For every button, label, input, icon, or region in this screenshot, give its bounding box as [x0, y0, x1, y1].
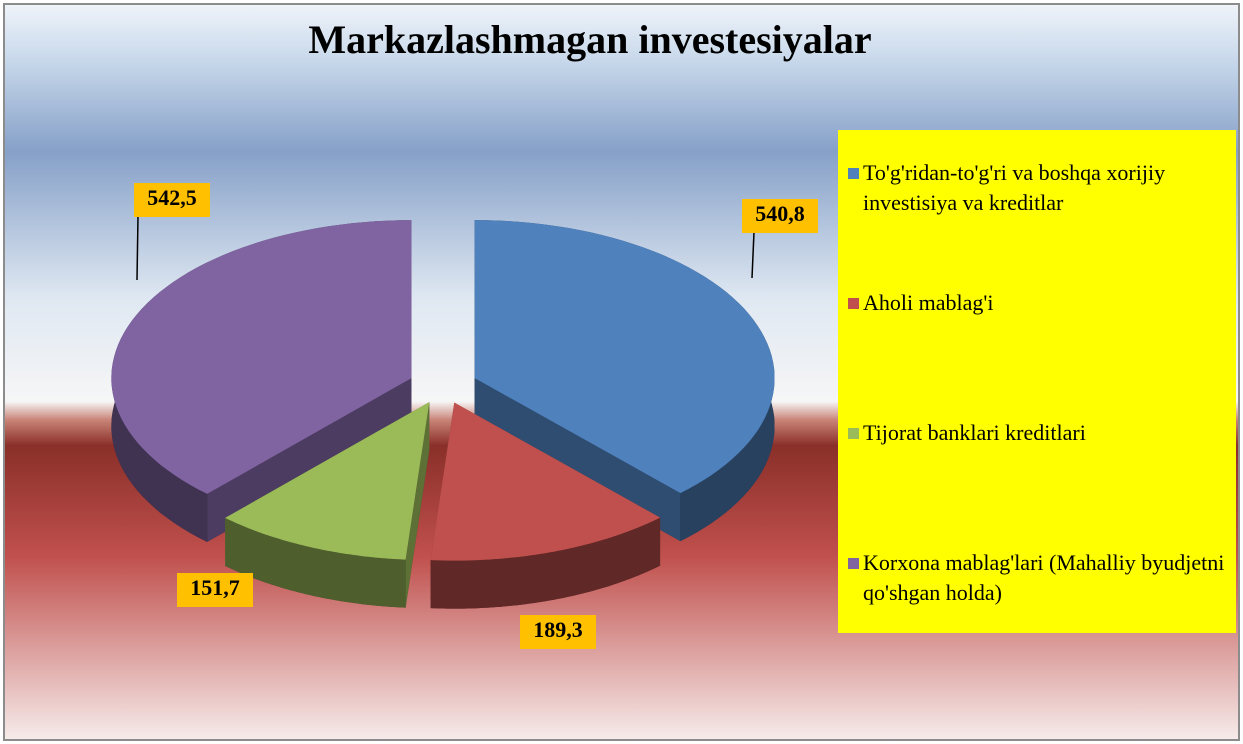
legend-label: Aholi mablag'i [863, 290, 994, 315]
slice-top [225, 402, 430, 560]
legend-item: Aholi mablag'i [848, 288, 1228, 418]
legend-swatch [848, 298, 859, 309]
legend-swatch [848, 428, 859, 439]
legend-swatch [848, 558, 859, 569]
legend-item: Korxona mablag'lari (Mahalliy byudjetni … [848, 548, 1228, 648]
legend-label: Korxona mablag'lari (Mahalliy byudjetni … [863, 550, 1225, 605]
legend-item: Tijorat banklari kreditlari [848, 418, 1228, 548]
data-label-box [742, 199, 818, 233]
pie-slice [225, 402, 430, 608]
slice-top [111, 220, 412, 494]
data-label-box [520, 615, 596, 649]
legend-label: Tijorat banklari kreditlari [863, 420, 1086, 445]
slice-wall [405, 402, 430, 608]
leader-line [751, 231, 755, 279]
legend-label: To'g'ridan-to'g'ri va boshqa xorijiy inv… [863, 160, 1166, 215]
leader-line [136, 215, 139, 281]
data-label: 542,5 [147, 185, 197, 210]
slice-rim [430, 517, 661, 609]
data-label-box [134, 183, 210, 217]
slice-top [430, 402, 661, 561]
slice-top [474, 220, 775, 494]
data-label: 540,8 [755, 201, 805, 226]
legend-swatch [848, 168, 859, 179]
data-label-box [177, 573, 253, 607]
data-label: 189,3 [533, 617, 583, 642]
legend: To'g'ridan-to'g'ri va boshqa xorijiy inv… [838, 130, 1236, 633]
pie [111, 220, 775, 609]
pie-slice [474, 220, 775, 542]
data-label: 151,7 [190, 575, 240, 600]
pie-slice [430, 402, 661, 609]
slice-rim [225, 517, 406, 608]
legend-item: To'g'ridan-to'g'ri va boshqa xorijiy inv… [848, 158, 1228, 288]
chart-title: Markazlashmagan investesiyalar [308, 17, 871, 62]
